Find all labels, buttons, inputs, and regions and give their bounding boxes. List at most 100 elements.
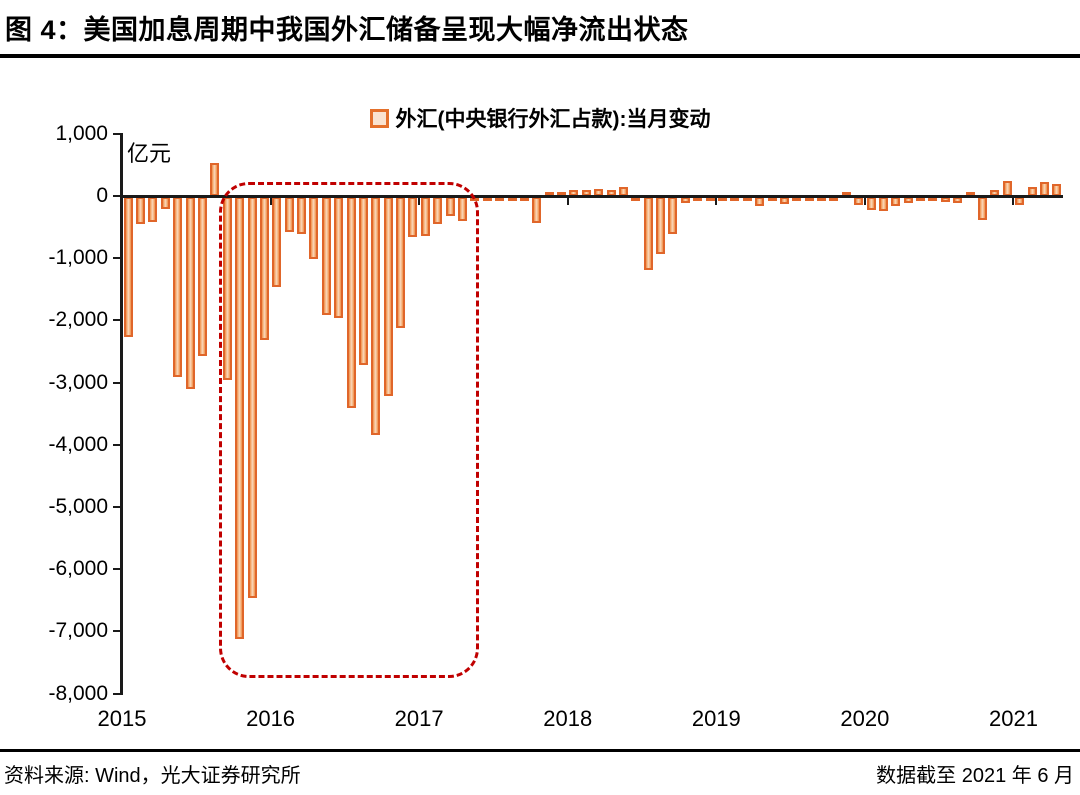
bar: [148, 197, 158, 222]
bar: [965, 191, 975, 196]
y-axis-tick: [113, 630, 121, 633]
y-axis-label: -2,000: [48, 308, 108, 332]
x-axis-year-tick: [863, 197, 866, 205]
legend-swatch-icon: [369, 108, 389, 128]
bar: [519, 197, 529, 201]
x-axis-year-label: 2017: [394, 706, 444, 731]
bar: [643, 197, 653, 271]
bar: [1052, 183, 1062, 196]
title-separator-line: [0, 54, 1080, 58]
x-axis-year-label: 2019: [691, 706, 741, 731]
legend: 外汇(中央银行外汇占款):当月变动: [0, 103, 1080, 133]
bar: [817, 197, 827, 201]
bar: [123, 197, 133, 337]
bar: [829, 197, 839, 201]
y-axis-tick: [113, 443, 121, 446]
bar: [668, 197, 678, 235]
bar: [197, 197, 207, 356]
bar: [581, 189, 591, 196]
bar: [160, 197, 170, 209]
chart-title: 图 4：美国加息周期中我国外汇储备呈现大幅净流出状态: [5, 15, 689, 45]
bar: [606, 189, 616, 196]
bar: [507, 197, 517, 201]
x-axis-year-tick: [566, 197, 569, 205]
bar: [334, 197, 344, 319]
y-axis-unit-label: 亿元: [127, 141, 172, 166]
bar: [631, 197, 641, 201]
bar: [705, 197, 715, 201]
bar: [903, 197, 913, 204]
bar: [321, 197, 331, 316]
bar: [792, 197, 802, 201]
bar: [557, 191, 567, 196]
y-axis-line: [120, 133, 123, 695]
data-cutoff-text: 数据截至 2021 年 6 月: [876, 765, 1074, 787]
data-source-text: 资料来源: Wind，光大证券研究所: [4, 765, 301, 787]
bar: [693, 197, 703, 201]
bar: [420, 197, 430, 237]
bar: [408, 197, 418, 238]
x-axis-year-tick: [269, 197, 272, 205]
bar: [866, 197, 876, 211]
y-axis-tick: [113, 381, 121, 384]
y-axis-label: -5,000: [48, 495, 108, 518]
bar: [482, 197, 492, 201]
bar: [953, 197, 963, 204]
bar: [742, 197, 752, 201]
y-axis-label: 1,000: [55, 121, 108, 145]
bar: [569, 189, 579, 196]
bar: [1002, 181, 1012, 196]
x-axis-year-label: 2020: [840, 706, 890, 731]
bar: [210, 163, 220, 196]
y-axis-label: -6,000: [48, 557, 108, 581]
y-axis-tick: [113, 506, 121, 508]
y-axis-label: 0: [96, 184, 108, 207]
y-axis-tick: [113, 568, 121, 571]
bar: [978, 197, 988, 220]
bar: [173, 197, 183, 378]
bar: [272, 197, 282, 288]
x-axis-year-tick: [715, 197, 718, 205]
bar: [297, 197, 307, 235]
bar: [284, 197, 294, 233]
bar: [383, 197, 393, 397]
x-axis-year-tick: [121, 197, 123, 205]
bar: [371, 197, 381, 436]
bar: [928, 197, 938, 201]
bar: [495, 197, 505, 201]
bar: [854, 197, 864, 206]
y-axis-tick: [113, 195, 121, 197]
x-axis-year-tick: [1012, 197, 1015, 205]
footer-separator-line: [0, 749, 1080, 752]
bar: [891, 197, 901, 207]
y-axis-tick: [113, 257, 121, 260]
y-axis-tick: [113, 319, 121, 322]
bar: [1039, 182, 1049, 196]
bar: [1015, 197, 1025, 206]
x-axis-year-tick: [418, 197, 421, 205]
bar: [136, 197, 146, 225]
x-axis-year-label: 2016: [246, 706, 296, 731]
y-axis-label: -4,000: [48, 432, 108, 456]
bar: [309, 197, 319, 260]
bar: [1027, 186, 1037, 196]
bar: [755, 197, 765, 207]
bar: [841, 191, 851, 196]
legend-label: 外汇(中央银行外汇占款):当月变动: [395, 108, 711, 131]
x-axis-year-label: 2021: [988, 706, 1038, 731]
x-axis-year-label: 2018: [543, 706, 593, 731]
x-axis-year-label: 2015: [97, 706, 147, 731]
bar: [767, 197, 777, 201]
bar: [916, 197, 926, 201]
rate-hike-highlight-box: [219, 182, 479, 678]
bar: [185, 197, 195, 389]
y-axis-label: -8,000: [48, 681, 108, 705]
bar: [804, 197, 814, 201]
bar: [718, 197, 727, 201]
bar: [346, 197, 356, 409]
zero-baseline: [120, 195, 1063, 198]
y-axis-tick: [113, 692, 121, 695]
bar: [878, 197, 888, 211]
bar: [990, 189, 1000, 196]
